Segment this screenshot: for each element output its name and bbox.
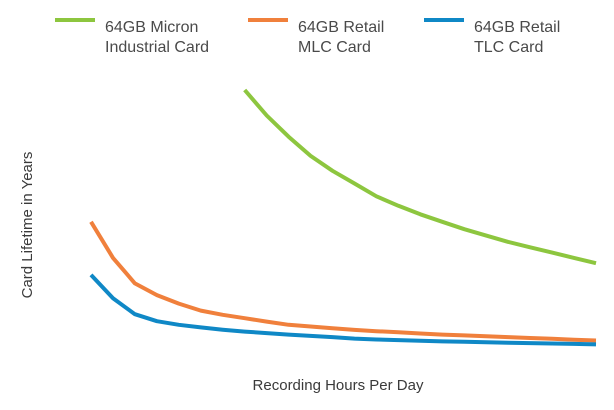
legend-label-1-line-2: Industrial Card: [105, 39, 209, 56]
legend-label-1-line-1: 64GB Micron: [105, 19, 198, 36]
legend-item-1: 64GB Micron Industrial Card: [55, 18, 209, 56]
chart-legend: 64GB Micron Industrial Card 64GB Retail MLC…: [55, 18, 560, 56]
y-axis-label: Card Lifetime in Years: [19, 152, 36, 299]
legend-label-2-line-1: 64GB Retail: [298, 19, 384, 36]
series-layer: [89, 88, 597, 347]
legend-item-2: 64GB Retail MLC Card: [248, 18, 384, 56]
legend-item-3: 64GB Retail TLC Card: [424, 18, 560, 56]
series-line-2: [89, 220, 597, 343]
legend-label-2-line-2: MLC Card: [298, 39, 371, 56]
legend-label-3-line-1: 64GB Retail: [474, 19, 560, 36]
series-line-1: [243, 88, 597, 266]
series-line-3: [89, 273, 597, 347]
legend-label-3-line-2: TLC Card: [474, 39, 543, 56]
x-axis-label: Recording Hours Per Day: [253, 377, 424, 394]
